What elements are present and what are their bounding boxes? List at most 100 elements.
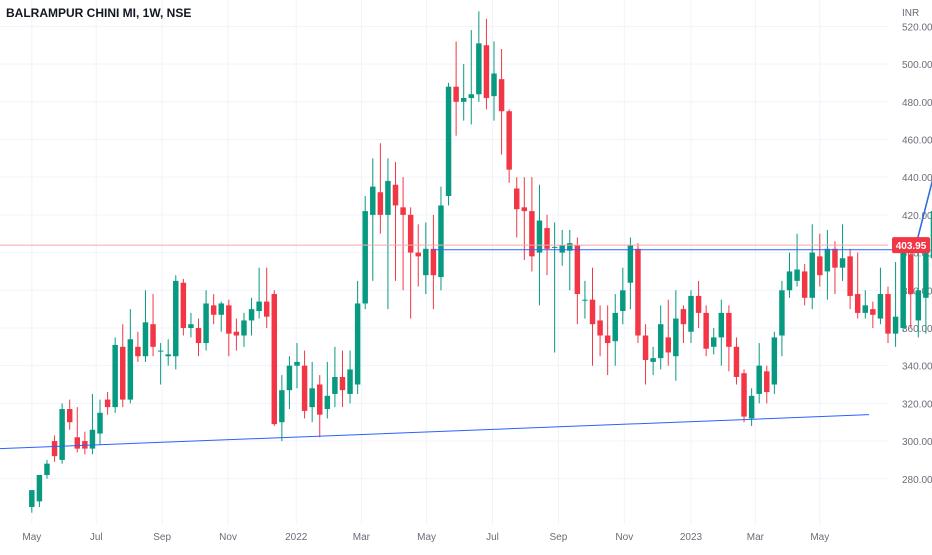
candle-up [347,350,353,404]
candle-body [839,258,846,268]
candle-down [301,350,308,419]
candle-up [567,229,573,291]
candle-body [407,214,414,253]
candle-body [36,474,43,502]
candle-up [188,312,194,338]
candle-up [354,280,361,394]
candle-body [453,86,459,102]
candle-up [923,248,929,334]
candle-body [218,303,224,315]
candle-up [29,490,35,513]
candle-up [279,375,285,442]
candle-body [256,301,262,312]
candle-body [51,441,58,457]
x-tick-label: Nov [219,532,237,543]
candle-up [491,41,497,121]
candle-up [748,388,755,426]
candle-up [627,237,634,310]
candle-up [612,294,618,366]
candle-up [900,237,906,332]
candle-up [824,229,831,300]
candle-up [309,361,315,423]
candle-body [332,376,338,394]
candle-body [741,373,747,417]
candle-down [642,324,649,385]
candle-up [445,82,452,206]
candle-body [127,339,134,400]
candle-body [771,337,778,385]
x-tick-label: Mar [747,532,765,543]
candle-down [514,177,520,238]
candle-body [923,252,929,298]
candle-up [286,356,293,410]
candle-down [870,301,876,328]
candle-body [908,254,914,295]
candle-down [665,299,672,366]
candle-down [521,177,528,261]
candle-body [779,290,785,336]
candle-body [135,346,141,357]
candle-up [673,290,679,381]
y-tick-label: 520.00 [902,22,932,33]
candle-down [817,233,823,287]
candle-body [695,295,702,313]
candle-body [195,327,202,344]
candle-body [415,252,421,257]
candle-down [529,177,535,272]
candle-up [165,339,171,366]
candle-down [847,248,853,310]
candle-up [877,267,884,325]
candle-up [915,252,922,338]
candle-body [764,371,770,393]
candle-up [127,309,134,404]
grid [0,0,888,524]
candle-body [279,390,285,423]
candle-up [476,11,482,102]
candle-body [241,320,247,336]
candle-down [150,294,156,357]
candle-down [195,318,202,357]
candle-body [423,248,429,276]
candle-down [695,280,702,328]
candle-body [627,245,634,283]
candle-body [877,294,884,319]
candle-body [120,346,126,400]
candle-body [832,248,838,268]
candle-body [801,271,808,298]
candle-body [301,365,308,411]
candle-down [741,369,747,423]
candle-body [385,180,391,215]
y-tick-label: 360.00 [902,324,932,335]
candle-up [97,399,103,445]
candle-up [59,403,65,464]
candle-body [97,412,103,434]
candle-body [574,245,581,295]
candle-down [392,162,399,281]
candle-body [263,301,270,317]
candle-down [430,214,437,310]
candle-body [180,282,187,328]
candle-body [377,192,384,215]
y-tick-label: 440.00 [902,173,932,184]
candle-body [847,256,853,296]
x-tick-label: Jul [486,532,499,543]
candle-body [862,305,868,313]
candle-up [892,262,899,347]
candle-body [347,369,353,394]
candle-down [703,305,709,357]
candle-body [650,358,656,362]
last-price-label: 403.95 [896,241,927,252]
x-tick-label: Mar [353,532,371,543]
candle-down [180,278,187,336]
candle-body [597,320,603,336]
price-badge-group: 403.95 [892,237,930,254]
candles [29,11,932,513]
candle-up [218,301,224,332]
y-tick-label: 300.00 [902,437,932,448]
candle-up [203,290,209,351]
candle-up [241,312,247,347]
candle-up [468,30,475,125]
candle-body [567,243,573,251]
